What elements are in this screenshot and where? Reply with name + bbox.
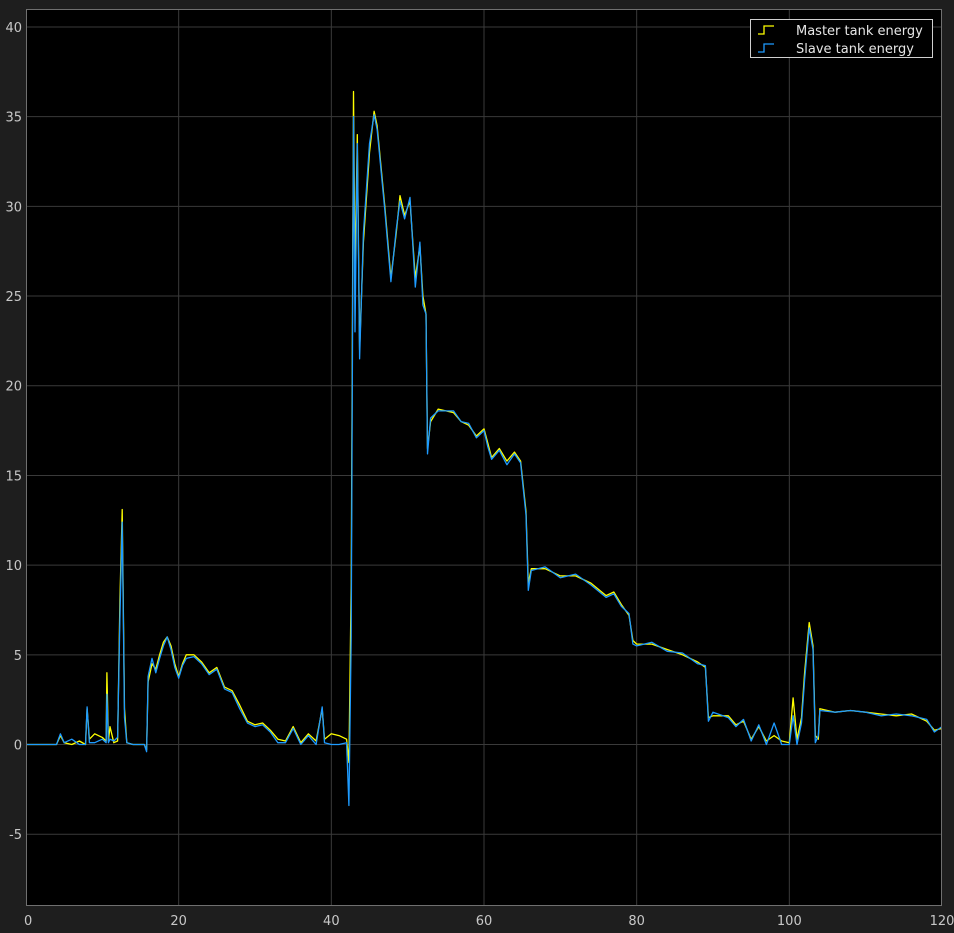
y-tick-label: 40 xyxy=(5,21,22,36)
y-tick-label: -5 xyxy=(9,828,22,843)
x-tick-label: 0 xyxy=(24,914,32,929)
y-tick-label: 15 xyxy=(5,469,22,484)
legend-swatch xyxy=(758,25,774,35)
x-tick-label: 60 xyxy=(476,914,493,929)
legend-swatch xyxy=(758,43,774,53)
x-tick-label: 80 xyxy=(628,914,645,929)
y-tick-label: 20 xyxy=(5,380,22,395)
x-tick-label: 120 xyxy=(930,914,954,929)
x-tick-label: 40 xyxy=(323,914,340,929)
y-tick-label: 10 xyxy=(5,559,22,574)
y-tick-label: 35 xyxy=(5,111,22,126)
tick-labels: 0 20 40 60 80 100 120 -5 0 5 10 15 20 25 30 35 40 xyxy=(5,21,954,929)
legend-label: Slave tank energy xyxy=(796,42,914,57)
plot-border xyxy=(26,9,942,906)
y-tick-label: 25 xyxy=(5,290,22,305)
legend-label: Master tank energy xyxy=(796,24,923,39)
x-tick-label: 20 xyxy=(170,914,187,929)
series-group xyxy=(26,90,942,807)
x-tick-label: 100 xyxy=(777,914,802,929)
y-tick-label: 30 xyxy=(5,200,22,215)
legend-box xyxy=(750,19,933,58)
y-tick-label: 0 xyxy=(14,739,22,754)
legend: Master tank energy Slave tank energy xyxy=(750,19,933,58)
y-tick-label: 5 xyxy=(14,649,22,664)
series-line-slave xyxy=(26,114,942,807)
